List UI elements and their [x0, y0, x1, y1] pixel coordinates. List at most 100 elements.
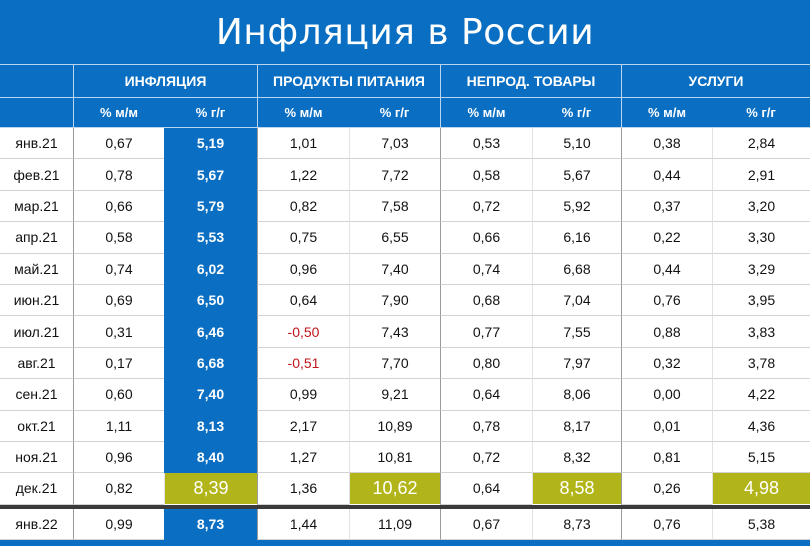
table-cell: 0,78 — [440, 410, 532, 442]
table-cell: 0,88 — [621, 316, 712, 348]
table-cell: 0,53 — [440, 128, 532, 160]
table-cell: 0,58 — [440, 159, 532, 191]
table-cell: 0,26 — [621, 473, 712, 505]
table-cell: 0,22 — [621, 222, 712, 254]
group-header: ПРОДУКТЫ ПИТАНИЯ — [257, 65, 440, 98]
table-cell: 3,83 — [712, 316, 810, 348]
row-month-label: мар.21 — [0, 190, 73, 223]
table-cell: 2,91 — [712, 159, 810, 191]
subheader: % м/м — [440, 98, 532, 128]
table-cell: 7,58 — [349, 190, 440, 223]
table-cell: 0,82 — [257, 190, 349, 223]
table-cell: 6,68 — [532, 253, 621, 285]
table-cell: 0,66 — [440, 222, 532, 254]
table-cell: 7,03 — [349, 128, 440, 160]
subheader: % г/г — [532, 98, 621, 128]
table-cell: 6,46 — [164, 316, 257, 348]
table-cell: 5,15 — [712, 441, 810, 474]
row-month-label: авг.21 — [0, 347, 73, 380]
table-cell: 5,67 — [532, 159, 621, 191]
table-cell: 9,21 — [349, 379, 440, 411]
table-cell: 5,67 — [164, 159, 257, 191]
subheader: % г/г — [349, 98, 440, 128]
row-month-label: май.21 — [0, 253, 73, 285]
inflation-table: ИНФЛЯЦИЯ ПРОДУКТЫ ПИТАНИЯ НЕПРОД. ТОВАРЫ УС… — [0, 64, 810, 546]
table-cell: 0,66 — [73, 190, 164, 223]
table-cell: 11,09 — [349, 508, 440, 540]
table-cell: 10,89 — [349, 410, 440, 442]
table-corner — [0, 65, 73, 98]
table-cell: 2,17 — [257, 410, 349, 442]
table-cell: 0,31 — [73, 316, 164, 348]
table-cell: 0,74 — [73, 253, 164, 285]
table-cell: 8,58 — [532, 473, 621, 505]
table-cell: 0,99 — [73, 508, 164, 540]
table-cell: 7,40 — [164, 379, 257, 411]
table-cell: 0,58 — [73, 222, 164, 254]
subheader: % м/м — [73, 98, 164, 128]
table-cell: 0,60 — [73, 379, 164, 411]
row-month-label: июл.21 — [0, 316, 73, 348]
table-cell: 0,76 — [621, 284, 712, 317]
table-cell: 0,96 — [73, 441, 164, 474]
table-cell: 6,02 — [164, 253, 257, 285]
table-cell: 10,81 — [349, 441, 440, 474]
table-cell: 5,53 — [164, 222, 257, 254]
table-cell: 3,30 — [712, 222, 810, 254]
table-cell: 8,17 — [532, 410, 621, 442]
group-header: ИНФЛЯЦИЯ — [73, 65, 257, 98]
table-cell: 0,77 — [440, 316, 532, 348]
table-cell: 1,44 — [257, 508, 349, 540]
table-cell: 5,92 — [532, 190, 621, 223]
table-separator — [0, 504, 810, 509]
table-cell: 0,64 — [440, 379, 532, 411]
table-cell: 0,96 — [257, 253, 349, 285]
table-cell: 8,73 — [164, 508, 257, 540]
table-cell: 0,64 — [257, 284, 349, 317]
table-cell: 7,70 — [349, 347, 440, 380]
row-month-label: янв.22 — [0, 508, 73, 540]
row-month-label: ноя.21 — [0, 441, 73, 474]
table-cell: 0,38 — [621, 128, 712, 160]
table-cell: 0,01 — [621, 410, 712, 442]
subheader: % г/г — [712, 98, 810, 128]
table-cell: 3,78 — [712, 347, 810, 380]
table-cell: 0,72 — [440, 441, 532, 474]
row-month-label: окт.21 — [0, 410, 73, 442]
table-cell: 3,20 — [712, 190, 810, 223]
table-cell: 1,11 — [73, 410, 164, 442]
table-cell: -0,51 — [257, 347, 349, 380]
table-cell: 6,50 — [164, 284, 257, 317]
table-cell: 0,76 — [621, 508, 712, 540]
table-cell: 5,79 — [164, 190, 257, 223]
table-cell: 0,99 — [257, 379, 349, 411]
table-cell: 0,68 — [440, 284, 532, 317]
table-cell: 4,36 — [712, 410, 810, 442]
table-cell: -0,50 — [257, 316, 349, 348]
table-cell: 10,62 — [349, 473, 440, 505]
table-cell: 6,68 — [164, 347, 257, 380]
table-cell: 0,78 — [73, 159, 164, 191]
table-cell: 0,00 — [621, 379, 712, 411]
table-cell: 0,75 — [257, 222, 349, 254]
table-cell: 0,67 — [73, 128, 164, 160]
subheader: % м/м — [621, 98, 712, 128]
table-cell: 0,67 — [440, 508, 532, 540]
row-month-label: дек.21 — [0, 473, 73, 505]
row-month-label: сен.21 — [0, 379, 73, 411]
table-cell: 7,43 — [349, 316, 440, 348]
subheader: % г/г — [164, 98, 257, 128]
slide-title: Инфляция в России — [215, 11, 595, 53]
table-cell: 4,98 — [712, 473, 810, 505]
group-header: УСЛУГИ — [621, 65, 810, 98]
row-month-label: фев.21 — [0, 159, 73, 191]
table-cell: 0,82 — [73, 473, 164, 505]
table-cell: 7,04 — [532, 284, 621, 317]
table-cell: 5,38 — [712, 508, 810, 540]
row-month-label: июн.21 — [0, 284, 73, 317]
group-header: НЕПРОД. ТОВАРЫ — [440, 65, 621, 98]
table-cell: 0,44 — [621, 159, 712, 191]
table-cell: 6,55 — [349, 222, 440, 254]
table-cell: 1,01 — [257, 128, 349, 160]
table-cell: 1,36 — [257, 473, 349, 505]
